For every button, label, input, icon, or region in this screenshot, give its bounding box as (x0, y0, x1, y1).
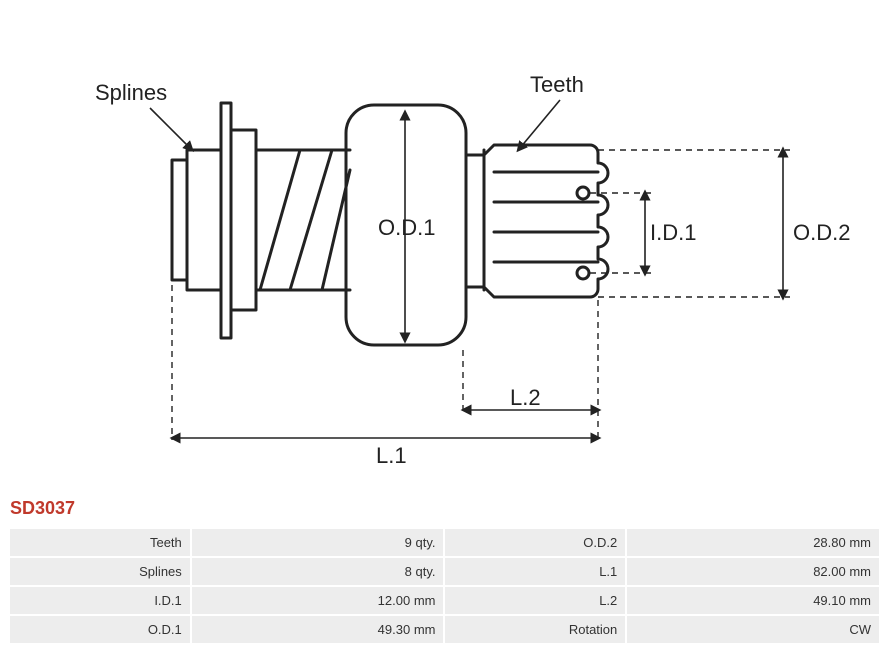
spec-value: 8 qty. (192, 558, 444, 585)
spec-label: O.D.1 (10, 616, 190, 643)
spec-value: 82.00 mm (627, 558, 879, 585)
spec-value: 49.30 mm (192, 616, 444, 643)
table-row: Teeth 9 qty. O.D.2 28.80 mm (10, 529, 879, 556)
table-row: O.D.1 49.30 mm Rotation CW (10, 616, 879, 643)
spec-label: L.1 (445, 558, 625, 585)
table-row: Splines 8 qty. L.1 82.00 mm (10, 558, 879, 585)
label-splines: Splines (95, 80, 167, 105)
spec-value: 9 qty. (192, 529, 444, 556)
spec-table: Teeth 9 qty. O.D.2 28.80 mm Splines 8 qt… (8, 527, 881, 645)
part-diagram: Splines Teeth O.D.1 I.D.1 O.D.2 L.2 L.1 (0, 0, 889, 490)
part-number: SD3037 (0, 490, 889, 527)
spec-label: Teeth (10, 529, 190, 556)
spec-label: O.D.2 (445, 529, 625, 556)
label-teeth: Teeth (530, 72, 584, 97)
spec-value: 28.80 mm (627, 529, 879, 556)
spec-value: 12.00 mm (192, 587, 444, 614)
spec-table-body: Teeth 9 qty. O.D.2 28.80 mm Splines 8 qt… (10, 529, 879, 643)
spec-label: L.2 (445, 587, 625, 614)
page-root: Splines Teeth O.D.1 I.D.1 O.D.2 L.2 L.1 … (0, 0, 889, 645)
label-od2: O.D.2 (793, 220, 850, 245)
label-od1: O.D.1 (378, 215, 435, 240)
spec-label: I.D.1 (10, 587, 190, 614)
table-row: I.D.1 12.00 mm L.2 49.10 mm (10, 587, 879, 614)
label-id1: I.D.1 (650, 220, 696, 245)
diagram-area: Splines Teeth O.D.1 I.D.1 O.D.2 L.2 L.1 (0, 0, 889, 490)
spec-label: Splines (10, 558, 190, 585)
spec-label: Rotation (445, 616, 625, 643)
spec-value: 49.10 mm (627, 587, 879, 614)
label-l1: L.1 (376, 443, 407, 468)
label-l2: L.2 (510, 385, 541, 410)
spec-value: CW (627, 616, 879, 643)
